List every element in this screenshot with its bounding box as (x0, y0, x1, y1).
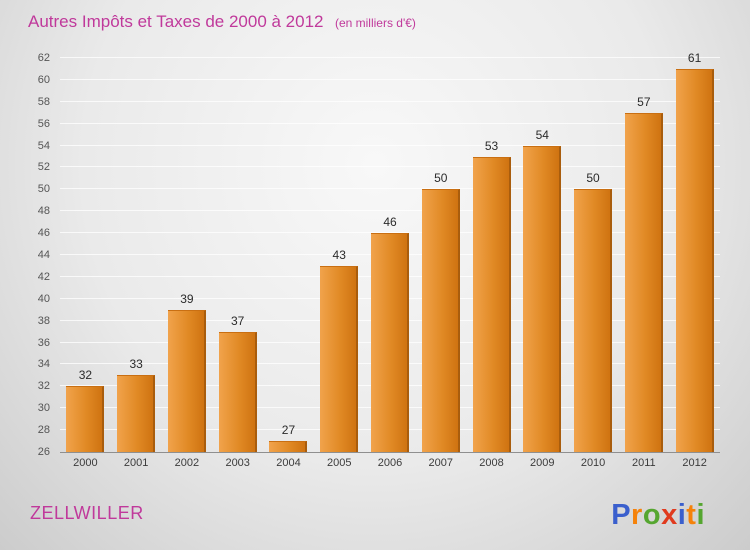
x-axis-label: 2000 (73, 457, 98, 469)
plot-area: 32 33 39 37 27 43 46 50 53 54 50 57 61 (60, 51, 720, 453)
bar-2009 (523, 145, 562, 452)
y-axis-tick-label: 60 (37, 73, 50, 86)
y-axis-tick-label: 46 (37, 227, 50, 240)
proxiti-logo: Proxiti (611, 499, 705, 532)
bar-value-label: 57 (637, 94, 651, 109)
y-axis-tick-label: 28 (37, 424, 50, 437)
y-axis-tick-label: 26 (37, 446, 50, 458)
x-axis-label: 2007 (428, 457, 454, 469)
bar-value-label: 46 (383, 215, 397, 230)
y-axis-tick-label: 38 (37, 314, 50, 327)
x-axis-label: 2003 (225, 457, 250, 469)
gridline (60, 232, 720, 234)
bar-2005 (320, 265, 359, 452)
gridline (60, 188, 720, 190)
chart-title: Autres Impôts et Taxes de 2000 à 2012 (28, 12, 324, 31)
x-axis-labels: 2000 2001 2002 2003 2004 2005 2006 2007 2008 2009… (60, 457, 720, 473)
gridline (60, 57, 720, 58)
bar-value-label: 54 (535, 127, 549, 142)
bar-2004 (269, 441, 308, 452)
bar-2012 (675, 68, 714, 452)
bar-value-label: 43 (332, 247, 346, 262)
y-axis-tick-label: 34 (37, 358, 50, 371)
chart-subtitle: (en milliers d'€) (334, 16, 416, 30)
logo-letter: i (696, 499, 705, 531)
gridline (60, 166, 720, 168)
y-axis-tick-label: 32 (37, 380, 50, 393)
bar-value-label: 61 (687, 50, 702, 65)
logo-letter: P (611, 499, 632, 531)
x-axis-label: 2006 (377, 457, 403, 469)
bar-2002 (167, 309, 206, 452)
bar-2006 (371, 233, 409, 452)
chart-title-block: Autres Impôts et Taxes de 2000 à 2012 (e… (28, 12, 416, 32)
bar-2010 (574, 189, 613, 452)
y-axis-tick-label: 56 (37, 117, 50, 130)
logo-letter: t (686, 499, 697, 531)
y-axis-labels: 26 28 30 32 34 36 38 40 42 44 46 48 50 52 54 56 58 60 62 (18, 52, 54, 458)
x-axis-label: 2004 (276, 457, 301, 469)
bar-2007 (421, 189, 460, 452)
x-axis-label: 2009 (530, 457, 555, 469)
y-axis-tick-label: 54 (37, 139, 50, 152)
y-axis-tick-label: 50 (37, 183, 50, 196)
x-axis-label: 2011 (632, 457, 656, 469)
bar-value-label: 39 (180, 291, 194, 306)
bar-value-label: 53 (484, 138, 499, 153)
gridline (60, 210, 720, 212)
bar-value-label: 50 (586, 171, 600, 186)
y-axis-tick-label: 52 (37, 161, 50, 174)
logo-letter: i (677, 499, 687, 531)
bar-2008 (472, 156, 511, 452)
bar-value-label: 50 (434, 171, 448, 186)
bar-value-label: 37 (231, 313, 245, 328)
gridline (60, 100, 720, 102)
x-axis-label: 2005 (326, 457, 352, 469)
y-axis-tick-label: 42 (37, 270, 50, 283)
x-axis-label: 2012 (682, 457, 707, 469)
footer-location: ZELLWILLER (30, 503, 144, 523)
bar-2001 (117, 375, 156, 452)
bar-2003 (218, 331, 257, 452)
y-axis-tick-label: 36 (37, 336, 50, 349)
bar-value-label: 27 (281, 423, 296, 438)
bar-value-label: 32 (78, 368, 93, 383)
y-axis-tick-label: 58 (37, 95, 50, 108)
y-axis-tick-label: 44 (37, 249, 50, 261)
y-axis-tick-label: 40 (37, 292, 50, 305)
gridline (60, 78, 720, 80)
logo-letter: x (661, 499, 678, 531)
bar-value-label: 33 (129, 357, 143, 372)
bar-2011 (624, 112, 663, 452)
logo-letter: r (631, 499, 643, 531)
gridline (60, 122, 720, 124)
y-axis-tick-label: 48 (37, 205, 50, 218)
x-axis-label: 2001 (123, 457, 149, 469)
logo-letter: o (642, 499, 662, 531)
x-axis-label: 2002 (174, 457, 200, 469)
x-axis-label: 2008 (479, 457, 504, 469)
y-axis-tick-label: 30 (37, 402, 50, 415)
y-axis-tick-label: 62 (37, 52, 50, 64)
bar-2000 (66, 386, 105, 452)
gridline (60, 144, 720, 146)
x-axis-label: 2010 (580, 457, 606, 469)
